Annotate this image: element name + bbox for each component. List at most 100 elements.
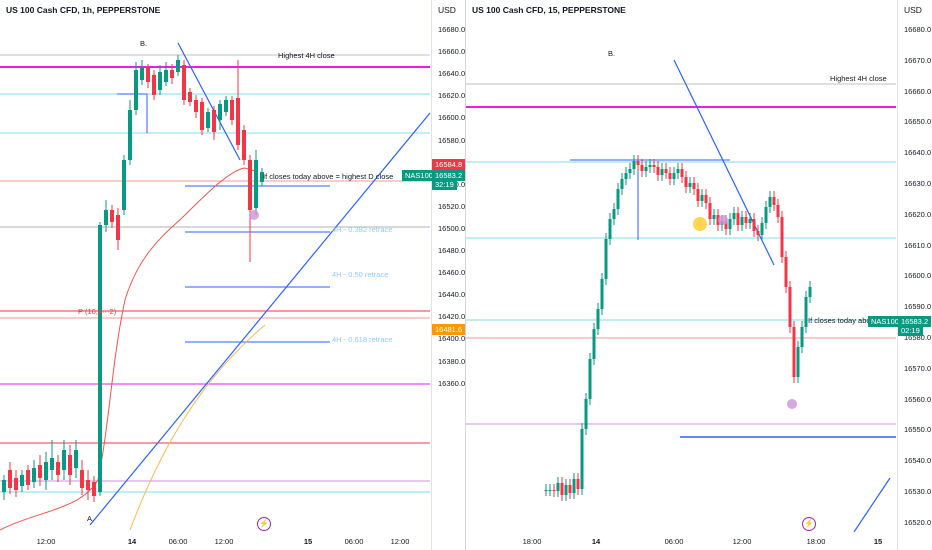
candle — [122, 160, 126, 210]
candle — [648, 165, 652, 167]
label-a: A. — [87, 514, 95, 523]
candle — [552, 490, 556, 491]
candle — [86, 480, 90, 490]
candle — [628, 169, 632, 173]
candle — [760, 223, 764, 235]
candle — [212, 110, 216, 132]
price-tick: 16550.0 — [904, 425, 932, 435]
trendline-up — [853, 477, 891, 533]
price-tick: 16640.0 — [904, 148, 932, 158]
candle — [752, 219, 756, 231]
candle — [732, 213, 736, 219]
label-highest-4h-close: Highest 4H close — [278, 51, 335, 60]
candle — [620, 179, 624, 189]
trendline-up — [89, 112, 431, 526]
currency-label[interactable]: USD — [438, 5, 456, 15]
price-tick: 16640.0 — [438, 69, 466, 79]
candle — [616, 189, 620, 209]
candle — [32, 468, 36, 482]
candle — [692, 183, 696, 189]
candle — [218, 104, 222, 120]
candle — [740, 217, 744, 225]
label-fib-50: 4H - 0.50 retrace — [332, 270, 389, 279]
price-tick: 16520.0 — [438, 201, 466, 211]
candle — [668, 173, 672, 179]
candle — [576, 479, 580, 489]
candle — [110, 210, 114, 222]
price-axis[interactable] — [897, 0, 932, 550]
countdown-badge: 32:19 — [432, 179, 457, 190]
chart-canvas-15m[interactable] — [466, 0, 932, 550]
currency-label[interactable]: USD — [904, 5, 922, 15]
candle — [556, 483, 560, 491]
candle — [224, 100, 228, 112]
candle — [636, 161, 640, 165]
candle — [140, 68, 144, 80]
candle — [152, 75, 156, 95]
candle — [596, 309, 600, 329]
candle — [664, 169, 668, 173]
marker-circle — [249, 210, 259, 220]
label-closes-today: If closes today above — [808, 316, 879, 325]
candle — [2, 480, 6, 492]
candle — [80, 470, 84, 488]
candle — [92, 482, 96, 496]
time-tick: 15 — [303, 537, 313, 546]
price-tick: 16680.0 — [904, 25, 932, 34]
candle — [768, 197, 772, 207]
price-tick: 16400.0 — [438, 334, 466, 344]
chart-panel-1h[interactable]: US 100 Cash CFD, 1h, PEPPERSTONE USD 166… — [0, 0, 466, 550]
price-tick: 16580.0 — [904, 333, 932, 342]
candle — [712, 215, 716, 219]
price-tick: 16660.0 — [904, 86, 932, 96]
price-tick: 16500.0 — [438, 223, 466, 233]
candle — [230, 100, 234, 120]
price-tick: 16520.0 — [904, 517, 932, 527]
chart-canvas-1h[interactable] — [0, 0, 466, 550]
price-tick: 16440.0 — [438, 290, 466, 300]
candle — [696, 189, 700, 201]
candle — [68, 455, 72, 475]
candle — [580, 429, 584, 489]
candle — [50, 458, 54, 470]
candle — [708, 203, 712, 219]
price-tick: 16630.0 — [904, 179, 932, 188]
red-price-badge: 16584.8 — [432, 159, 465, 170]
lightning-icon[interactable]: ⚡ — [257, 517, 271, 531]
time-tick: 12:00 — [390, 537, 410, 546]
time-tick: 12:00 — [732, 537, 752, 546]
chart-title[interactable]: US 100 Cash CFD, 1h, PEPPERSTONE — [6, 5, 161, 15]
candle — [796, 347, 800, 377]
lightning-icon[interactable]: ⚡ — [802, 517, 816, 531]
time-tick: 12:00 — [214, 537, 234, 546]
price-tick: 16580.0 — [438, 135, 466, 145]
candle — [560, 483, 564, 495]
candle — [14, 478, 18, 490]
time-tick: 06:00 — [664, 537, 684, 546]
candle — [604, 239, 608, 279]
price-tick: 16600.0 — [438, 113, 466, 123]
time-tick: 06:00 — [168, 537, 188, 546]
label-fib-618: 4H - 0.618 retrace — [332, 335, 393, 344]
candle — [176, 60, 180, 72]
label-closes-today: If closes today above = highest D close — [263, 172, 394, 181]
candle — [784, 257, 788, 287]
chart-panel-15m[interactable]: US 100 Cash CFD, 15, PEPPERSTONE USD 166… — [466, 0, 932, 550]
price-axis[interactable] — [431, 0, 465, 550]
candle — [170, 70, 174, 78]
candle — [572, 479, 576, 493]
candle — [764, 207, 768, 223]
price-tick: 16540.0 — [904, 456, 932, 466]
candle — [8, 470, 12, 488]
candle — [780, 217, 784, 257]
candle — [704, 195, 708, 203]
last-price-badge: 16583.2 — [432, 170, 465, 181]
label-pivot: P (16,4···2) — [78, 307, 117, 316]
candle — [772, 197, 776, 205]
symbol-badge: NAS100 — [402, 170, 436, 181]
candle — [254, 160, 258, 208]
label-fib-382: 4H - 0.382 retrace — [332, 225, 393, 234]
candle — [260, 172, 264, 182]
candle — [188, 92, 192, 102]
chart-title[interactable]: US 100 Cash CFD, 15, PEPPERSTONE — [472, 5, 626, 15]
